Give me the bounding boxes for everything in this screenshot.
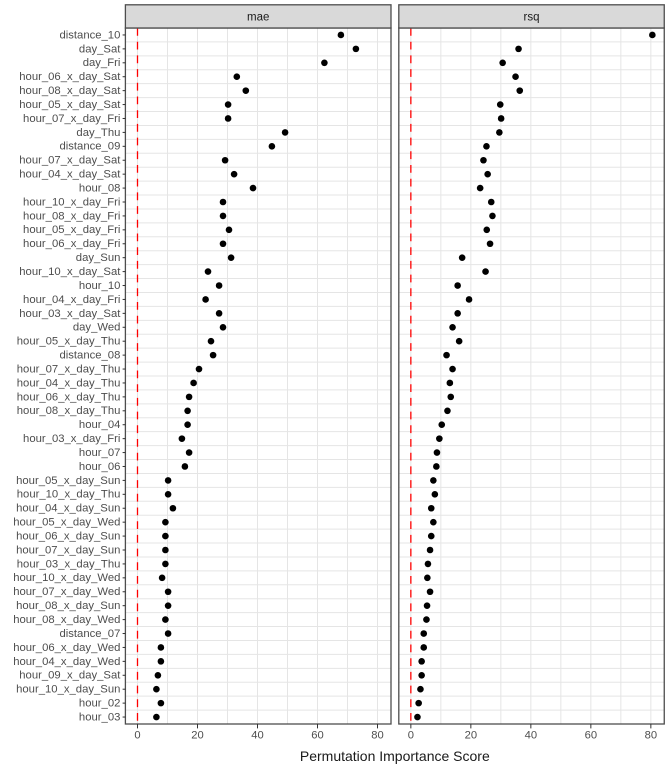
svg-text:day_Wed: day_Wed xyxy=(73,322,121,334)
svg-text:20: 20 xyxy=(465,730,477,742)
svg-text:hour_04_x_day_Sat: hour_04_x_day_Sat xyxy=(19,169,121,181)
svg-text:hour_07_x_day_Thu: hour_07_x_day_Thu xyxy=(17,363,121,375)
svg-text:hour_05_x_day_Thu: hour_05_x_day_Thu xyxy=(17,336,121,348)
svg-text:hour_09_x_day_Sat: hour_09_x_day_Sat xyxy=(19,670,121,682)
svg-text:distance_08: distance_08 xyxy=(59,350,120,362)
svg-text:hour_10_x_day_Fri: hour_10_x_day_Fri xyxy=(23,196,120,208)
svg-text:hour_06: hour_06 xyxy=(79,461,120,473)
svg-text:hour_05_x_day_Sun: hour_05_x_day_Sun xyxy=(16,475,120,487)
svg-text:hour_10_x_day_Sun: hour_10_x_day_Sun xyxy=(16,684,120,696)
svg-text:distance_09: distance_09 xyxy=(59,141,120,153)
svg-text:hour_07_x_day_Wed: hour_07_x_day_Wed xyxy=(13,586,120,598)
svg-text:hour_06_x_day_Fri: hour_06_x_day_Fri xyxy=(23,238,120,250)
svg-text:distance_10: distance_10 xyxy=(59,29,120,41)
svg-text:hour_04_x_day_Fri: hour_04_x_day_Fri xyxy=(23,294,120,306)
svg-text:hour_07_x_day_Fri: hour_07_x_day_Fri xyxy=(23,113,120,125)
svg-text:day_Sun: day_Sun xyxy=(76,252,121,264)
svg-text:hour_03_x_day_Sat: hour_03_x_day_Sat xyxy=(19,308,121,320)
svg-text:20: 20 xyxy=(191,730,203,742)
svg-text:hour_10_x_day_Thu: hour_10_x_day_Thu xyxy=(17,489,121,501)
svg-text:hour_05_x_day_Fri: hour_05_x_day_Fri xyxy=(23,224,120,236)
svg-text:day_Fri: day_Fri xyxy=(83,57,121,69)
svg-text:distance_07: distance_07 xyxy=(59,628,120,640)
svg-text:hour_03: hour_03 xyxy=(79,711,120,723)
svg-text:40: 40 xyxy=(251,730,263,742)
svg-text:hour_10_x_day_Wed: hour_10_x_day_Wed xyxy=(13,572,120,584)
svg-text:60: 60 xyxy=(585,730,597,742)
svg-text:hour_04_x_day_Thu: hour_04_x_day_Thu xyxy=(17,377,121,389)
svg-text:hour_08_x_day_Wed: hour_08_x_day_Wed xyxy=(13,614,120,626)
svg-text:hour_08_x_day_Thu: hour_08_x_day_Thu xyxy=(17,405,121,417)
svg-text:hour_07: hour_07 xyxy=(79,447,120,459)
svg-text:hour_07_x_day_Sat: hour_07_x_day_Sat xyxy=(19,155,121,167)
svg-text:hour_06_x_day_Sat: hour_06_x_day_Sat xyxy=(19,71,121,83)
svg-text:hour_07_x_day_Sun: hour_07_x_day_Sun xyxy=(16,544,120,556)
svg-text:hour_03_x_day_Thu: hour_03_x_day_Thu xyxy=(17,558,121,570)
svg-text:hour_04_x_day_Wed: hour_04_x_day_Wed xyxy=(13,656,120,668)
svg-text:hour_08: hour_08 xyxy=(79,182,120,194)
svg-text:80: 80 xyxy=(645,730,657,742)
svg-text:hour_02: hour_02 xyxy=(79,698,120,710)
svg-text:0: 0 xyxy=(408,730,414,742)
svg-text:hour_05_x_day_Wed: hour_05_x_day_Wed xyxy=(13,517,120,529)
svg-text:day_Sat: day_Sat xyxy=(79,43,121,55)
svg-text:60: 60 xyxy=(311,730,323,742)
svg-text:mae: mae xyxy=(247,11,269,23)
svg-text:hour_04: hour_04 xyxy=(79,419,120,431)
svg-text:rsq: rsq xyxy=(524,11,540,23)
svg-text:hour_05_x_day_Sat: hour_05_x_day_Sat xyxy=(19,99,121,111)
svg-text:hour_08_x_day_Sun: hour_08_x_day_Sun xyxy=(16,600,120,612)
svg-text:hour_10: hour_10 xyxy=(79,280,120,292)
svg-text:hour_08_x_day_Fri: hour_08_x_day_Fri xyxy=(23,210,120,222)
svg-text:hour_06_x_day_Thu: hour_06_x_day_Thu xyxy=(17,391,121,403)
svg-text:hour_08_x_day_Sat: hour_08_x_day_Sat xyxy=(19,85,121,97)
svg-text:hour_10_x_day_Sat: hour_10_x_day_Sat xyxy=(19,266,121,278)
svg-text:hour_06_x_day_Sun: hour_06_x_day_Sun xyxy=(16,530,120,542)
svg-text:hour_03_x_day_Fri: hour_03_x_day_Fri xyxy=(23,433,120,445)
svg-text:Permutation Importance Score: Permutation Importance Score xyxy=(300,748,490,764)
svg-text:hour_06_x_day_Wed: hour_06_x_day_Wed xyxy=(13,642,120,654)
svg-text:hour_04_x_day_Sun: hour_04_x_day_Sun xyxy=(16,503,120,515)
svg-text:0: 0 xyxy=(134,730,140,742)
svg-text:80: 80 xyxy=(371,730,383,742)
svg-text:40: 40 xyxy=(525,730,537,742)
svg-text:day_Thu: day_Thu xyxy=(76,127,120,139)
